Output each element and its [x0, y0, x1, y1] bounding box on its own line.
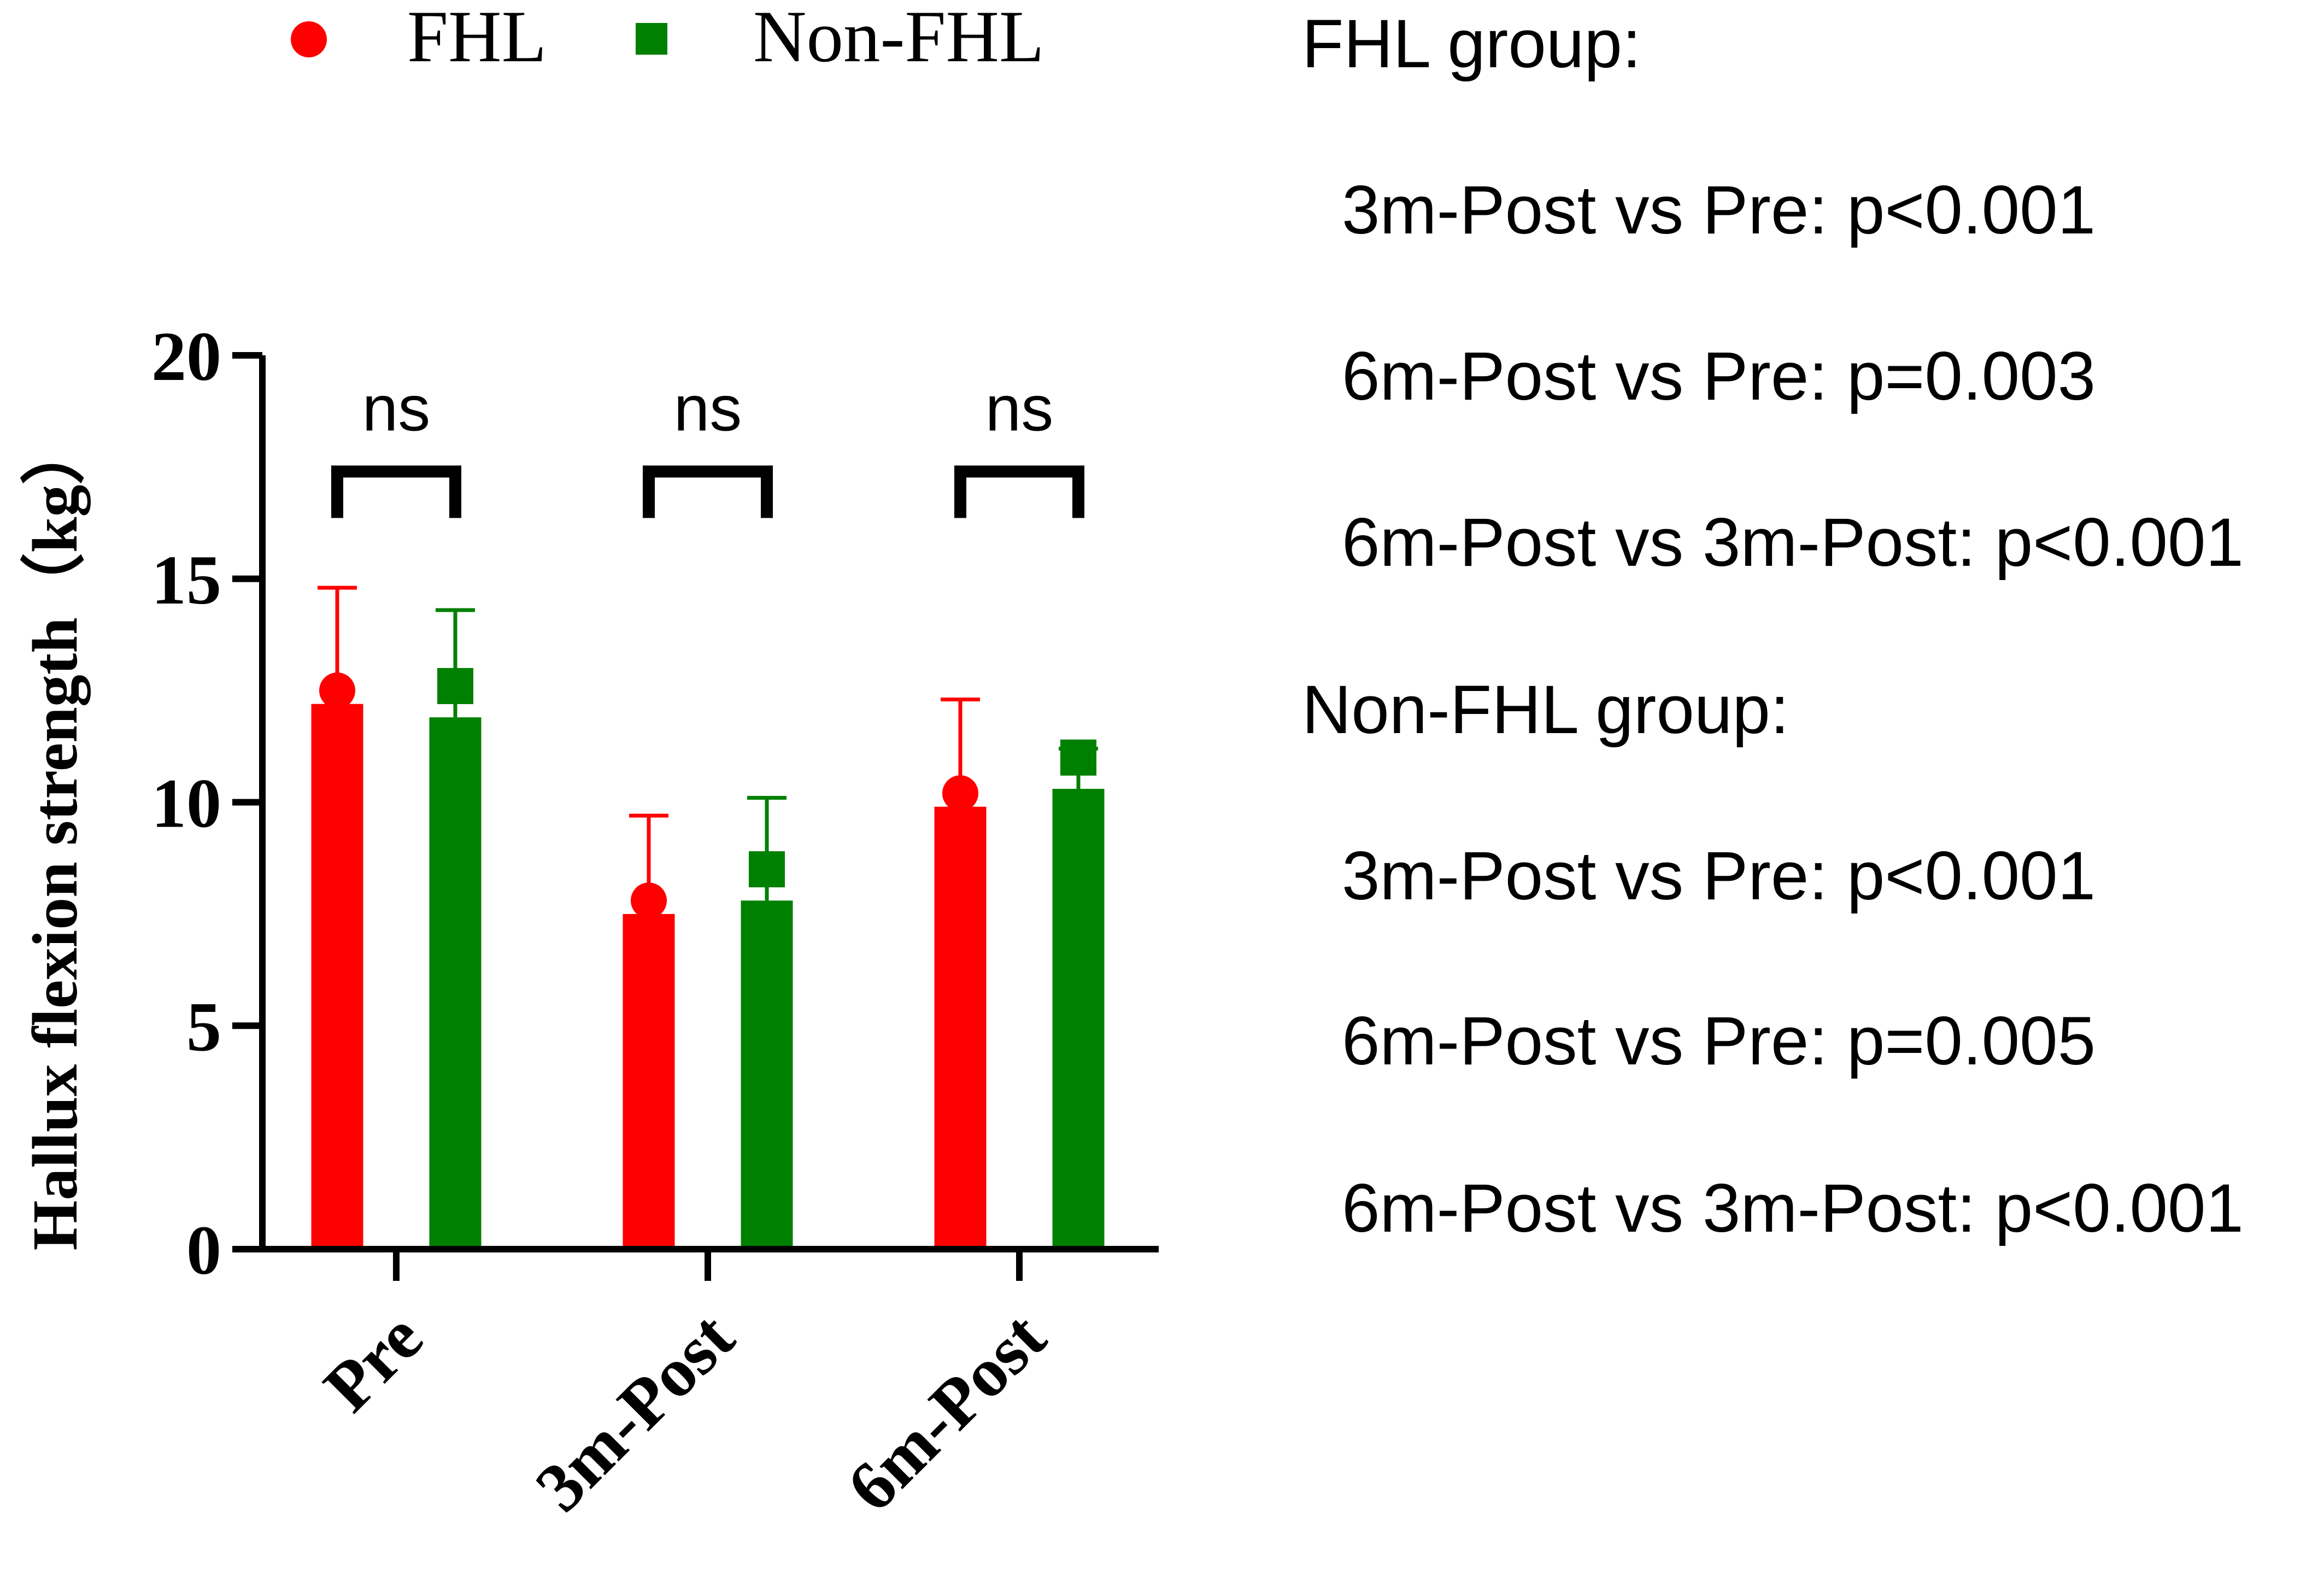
stats-group-heading: Non-FHL group: [1302, 672, 1789, 748]
comparison-bracket [643, 465, 773, 518]
data-point [437, 667, 473, 704]
stats-comparison: 6m-Post vs Pre: p=0.005 [1342, 1003, 2096, 1079]
y-axis-label: Hallux flexion strength（kg） [19, 420, 91, 1251]
legend-marker-fhl [291, 21, 327, 57]
comparison-label: ns [674, 373, 742, 445]
y-tick-label: 0 [186, 1211, 221, 1289]
x-axis: Pre 3m-Post 6m-Post [259, 1246, 1159, 1526]
y-tick-label: 10 [151, 765, 221, 842]
plot-area [311, 585, 1105, 1249]
comparison-label: ns [362, 373, 431, 445]
x-tick-label: 6m-Post [832, 1298, 1060, 1526]
data-point [631, 882, 667, 919]
comparison-brackets: ns ns ns [331, 373, 1084, 518]
legend: FHL Non-FHL [291, 0, 1044, 78]
data-point [942, 775, 978, 812]
stats-comparison: 6m-Post vs 3m-Post: p<0.001 [1342, 1170, 2244, 1246]
data-point [319, 672, 355, 709]
stats-comparison: 3m-Post vs Pre: p<0.001 [1342, 172, 2096, 248]
comparison-bracket [954, 465, 1084, 518]
stats-group-heading: FHL group: [1302, 6, 1641, 82]
bar [741, 900, 793, 1249]
legend-label-non-fhl: Non-FHL [753, 0, 1044, 78]
x-tick-label: Pre [309, 1298, 437, 1426]
y-axis: 0 5 10 15 20 [151, 318, 266, 1289]
data-point [749, 851, 785, 888]
y-tick-label: 20 [151, 318, 221, 395]
bar [934, 806, 987, 1249]
y-tick-label: 5 [186, 988, 221, 1065]
data-point [1060, 739, 1096, 776]
y-tick-label: 15 [151, 541, 221, 619]
comparison-label: ns [985, 373, 1054, 445]
stats-comparison: 3m-Post vs Pre: p<0.001 [1342, 838, 2096, 914]
legend-label-fhl: FHL [407, 0, 547, 78]
bar [311, 704, 363, 1249]
x-tick-label: 3m-Post [521, 1298, 749, 1526]
bar [623, 914, 675, 1249]
stats-comparison: 6m-Post vs Pre: p=0.003 [1342, 338, 2096, 414]
bar [1052, 788, 1105, 1249]
comparison-bracket [331, 465, 461, 518]
legend-marker-non-fhl [636, 23, 667, 55]
bar [429, 717, 482, 1249]
stats-comparison: 6m-Post vs 3m-Post: p<0.001 [1342, 505, 2244, 581]
